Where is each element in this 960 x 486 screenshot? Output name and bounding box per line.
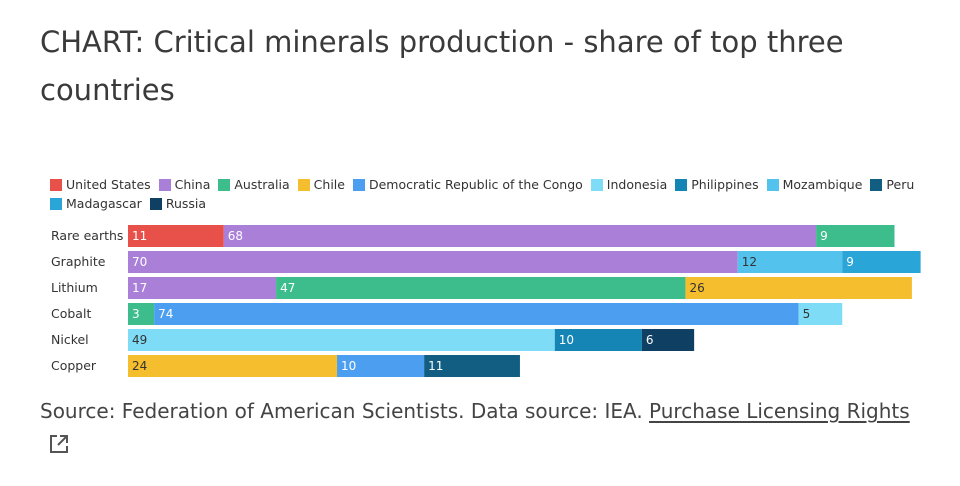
legend-label: Indonesia	[606, 177, 668, 192]
bar-segment-nickel-russia	[641, 329, 695, 351]
category-label: Graphite	[51, 254, 106, 269]
legend-swatch	[766, 179, 779, 191]
chart-title: CHART: Critical minerals production - sh…	[40, 25, 844, 107]
legend-item-democratic-republic-of-the-congo: Democratic Republic of the Congo	[352, 176, 583, 194]
legend-swatch	[590, 179, 603, 191]
legend-label: Democratic Republic of the Congo	[368, 177, 583, 192]
legend-label: Russia	[165, 196, 207, 211]
legend-swatch	[675, 179, 688, 191]
legend-item-peru: Peru	[870, 176, 914, 194]
bar-segment-cobalt-australia	[128, 303, 155, 325]
bar-value-label: 10	[559, 333, 574, 347]
bar-segment-lithium-chile	[685, 277, 912, 299]
bar-value-label: 9	[846, 255, 854, 269]
bar-segment-graphite-china	[128, 251, 738, 273]
legend-label: Madagascar	[66, 196, 142, 211]
legend-label: Mozambique	[782, 177, 863, 192]
legend-item-australia: Australia	[218, 176, 290, 194]
bar-value-label: 11	[132, 229, 147, 243]
legend-swatch	[149, 198, 162, 210]
legend-label: Philippines	[691, 177, 759, 192]
bar-segment-cobalt-democratic-republic-of-the-congo	[154, 303, 799, 325]
bar-value-label: 6	[646, 333, 654, 347]
bar-value-label: 3	[132, 307, 140, 321]
bar-segment-copper-democratic-republic-of-the-congo	[337, 355, 425, 377]
bar-segment-rare-earths-china	[223, 225, 817, 247]
bar-segment-cobalt-indonesia	[798, 303, 843, 325]
legend-label: Peru	[886, 177, 915, 192]
category-label: Lithium	[51, 280, 98, 295]
purchase-licensing-rights-link[interactable]: Purchase Licensing Rights	[649, 399, 910, 423]
legend-swatch	[158, 179, 171, 191]
source-text: Source: Federation of American Scientist…	[40, 399, 650, 423]
legend-swatch	[297, 179, 310, 191]
bar-value-label: 12	[742, 255, 757, 269]
bar-segment-graphite-madagascar	[842, 251, 921, 273]
legend-swatch	[870, 179, 883, 191]
bar-segment-nickel-philippines	[554, 329, 642, 351]
legend-swatch	[352, 179, 365, 191]
legend-item-indonesia: Indonesia	[590, 176, 668, 194]
category-label: Cobalt	[51, 306, 91, 321]
category-label: Copper	[51, 358, 97, 373]
bar-value-label: 17	[132, 281, 147, 295]
legend-item-united-states: United States	[50, 176, 151, 194]
bar-segment-rare-earths-united-states	[128, 225, 224, 247]
bar-segment-lithium-australia	[276, 277, 686, 299]
legend-item-china: China	[158, 176, 211, 194]
bar-value-label: 74	[158, 307, 173, 321]
bar-segment-graphite-mozambique	[737, 251, 843, 273]
bar-segment-copper-peru	[424, 355, 520, 377]
external-link-icon[interactable]	[48, 431, 70, 466]
category-label: Rare earths	[51, 228, 123, 243]
legend-swatch	[50, 198, 62, 210]
bar-value-label: 49	[132, 333, 147, 347]
bar-value-label: 5	[803, 307, 811, 321]
legend-item-russia: Russia	[149, 195, 207, 213]
bar-segment-nickel-indonesia	[128, 329, 555, 351]
bar-value-label: 68	[228, 229, 243, 243]
bar-value-label: 70	[132, 255, 147, 269]
category-label: Nickel	[51, 332, 89, 347]
bar-segment-copper-chile	[128, 355, 338, 377]
legend-swatch	[218, 179, 231, 191]
bar-value-label: 24	[132, 359, 147, 373]
bar-segment-lithium-china	[128, 277, 277, 299]
source-note: Source: Federation of American Scientist…	[40, 394, 930, 466]
bar-value-label: 11	[428, 359, 443, 373]
legend-item-madagascar: Madagascar	[50, 195, 142, 213]
chart-legend: United States China Australia Chile Democrat…	[50, 176, 930, 213]
bar-value-label: 10	[341, 359, 356, 373]
legend-item-chile: Chile	[297, 176, 345, 194]
legend-label: China	[174, 177, 211, 192]
bar-value-label: 26	[689, 281, 704, 295]
bar-value-label: 9	[820, 229, 828, 243]
legend-label: Australia	[234, 177, 290, 192]
legend-label: Chile	[313, 177, 345, 192]
legend-swatch	[50, 179, 62, 191]
bar-value-label: 47	[280, 281, 295, 295]
legend-item-philippines: Philippines	[675, 176, 759, 194]
legend-item-mozambique: Mozambique	[766, 176, 863, 194]
legend-label: United States	[66, 177, 151, 192]
bar-segment-rare-earths-australia	[816, 225, 895, 247]
